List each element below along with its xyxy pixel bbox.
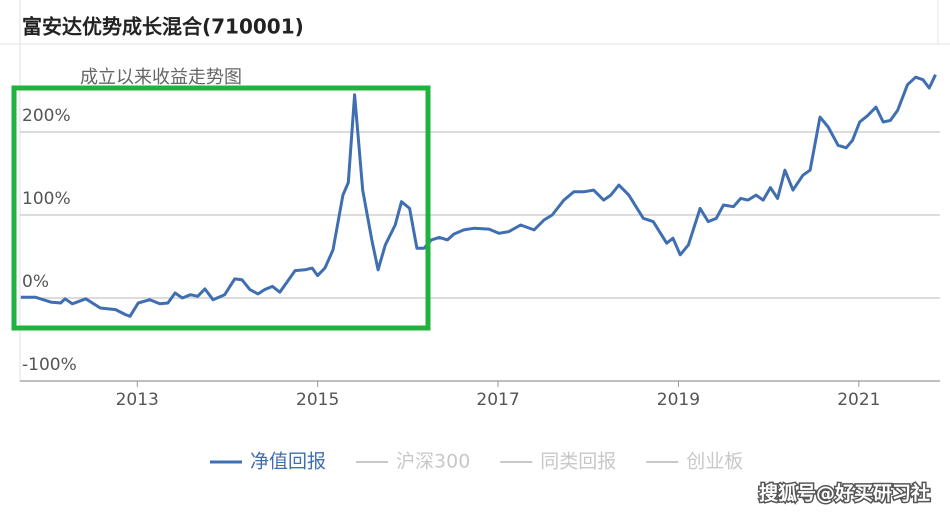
chart-subtitle: 成立以来收益走势图 [80,67,242,88]
x-tick-label: 2013 [116,390,159,410]
x-tick-label: 2015 [296,390,339,410]
legend-label: 净值回报 [250,451,326,473]
chart-title: 富安达优势成长混合(710001) [22,15,304,39]
legend-label: 同类回报 [540,451,616,473]
x-tick-label: 2021 [837,390,880,410]
legend-label: 创业板 [686,451,743,473]
y-tick-label: 200% [22,106,71,126]
y-tick-label: 100% [22,189,71,209]
x-tick-label: 2019 [657,390,700,410]
x-tick-label: 2017 [476,390,519,410]
series-line [20,74,937,318]
legend-label: 沪深300 [396,451,470,473]
highlight-box [11,85,431,331]
watermark: 搜狐号@好买研习社 [759,482,930,505]
y-tick-label: 0% [22,272,49,292]
y-tick-label: -100% [22,355,77,375]
